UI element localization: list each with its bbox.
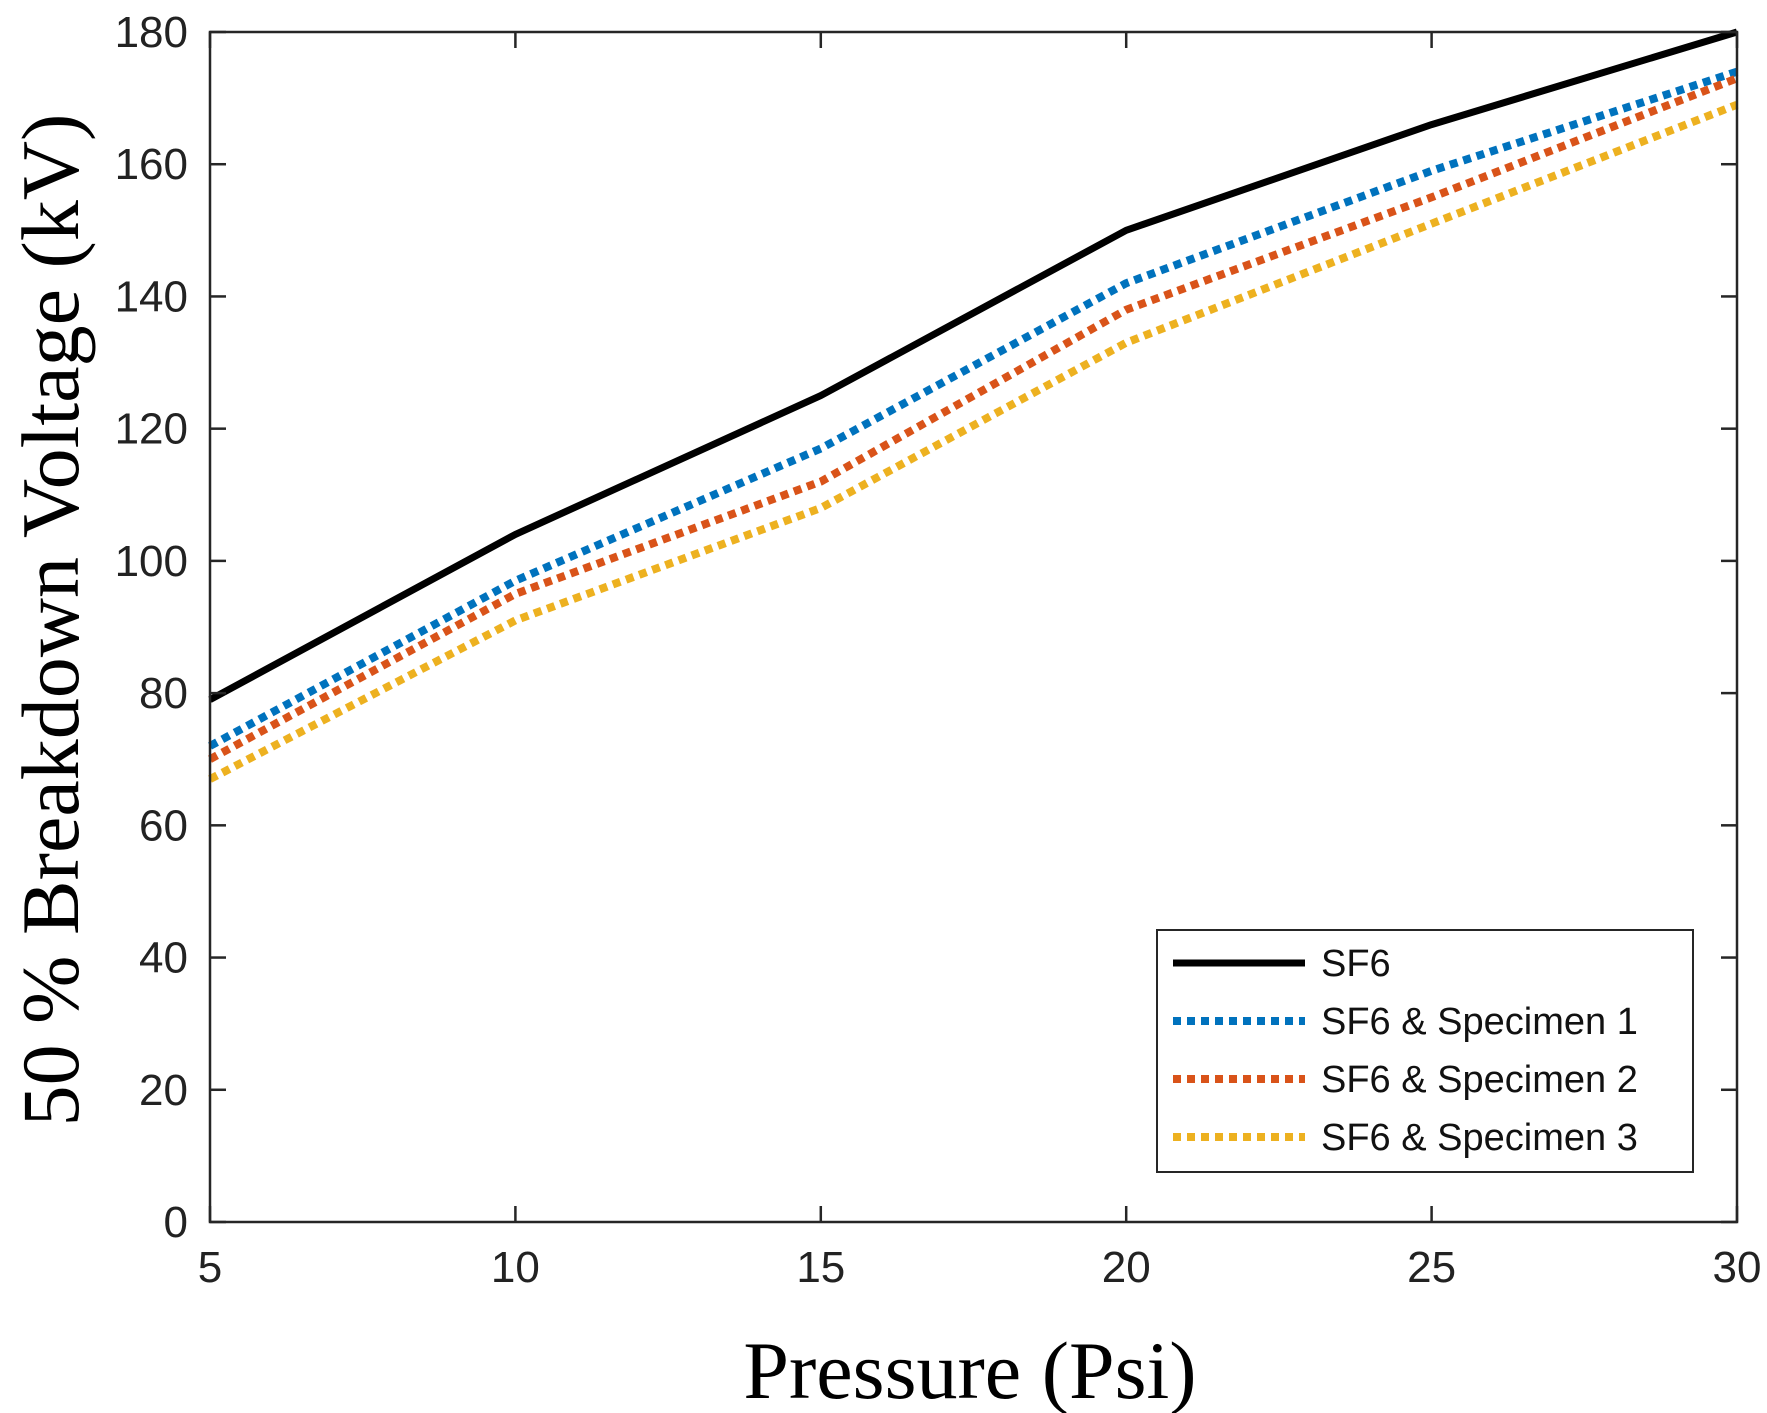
- plot-area: [208, 28, 1739, 783]
- legend-box: [1156, 929, 1694, 1173]
- series-line-4: [208, 100, 1739, 783]
- legend-label-3: SF6 & Specimen 2: [1321, 1059, 1638, 1101]
- x-tick-label: 15: [796, 1243, 845, 1292]
- x-tick-label: 20: [1102, 1243, 1151, 1292]
- y-tick-label: 140: [115, 272, 188, 321]
- x-tick-label: 5: [198, 1243, 222, 1292]
- series-line-2: [208, 67, 1739, 750]
- y-tick-label: 180: [115, 8, 188, 57]
- legend-label-2: SF6 & Specimen 1: [1321, 1001, 1638, 1043]
- axes-box: [208, 30, 1739, 1224]
- y-tick-label: 40: [139, 934, 188, 983]
- legend-label-4: SF6 & Specimen 3: [1321, 1117, 1638, 1159]
- x-tick-label: 30: [1713, 1243, 1762, 1292]
- y-tick-label: 80: [139, 669, 188, 718]
- x-tick-label: 10: [491, 1243, 540, 1292]
- y-tick-label: 100: [115, 537, 188, 586]
- y-tick-label: 160: [115, 140, 188, 189]
- y-tick-label: 0: [164, 1198, 188, 1247]
- x-axis-title: Pressure (Psi): [743, 1325, 1196, 1413]
- x-tick-label: 25: [1407, 1243, 1456, 1292]
- legend-label-1: SF6: [1321, 943, 1391, 985]
- y-axis-title: 50 % Breakdown Voltage (kV): [5, 114, 96, 1127]
- series-line-1: [208, 28, 1739, 703]
- axes: 5 10 15 20 25 30 0 20 40 60 80 100 120 140 160 180: [115, 8, 1762, 1292]
- legend: SF6 SF6 & Specimen 1 SF6 & Specimen 2 SF6 &…: [1156, 929, 1694, 1173]
- y-tick-label: 20: [139, 1066, 188, 1115]
- y-tick-label: 60: [139, 801, 188, 850]
- y-tick-label: 120: [115, 405, 188, 454]
- series-line-3: [208, 74, 1739, 763]
